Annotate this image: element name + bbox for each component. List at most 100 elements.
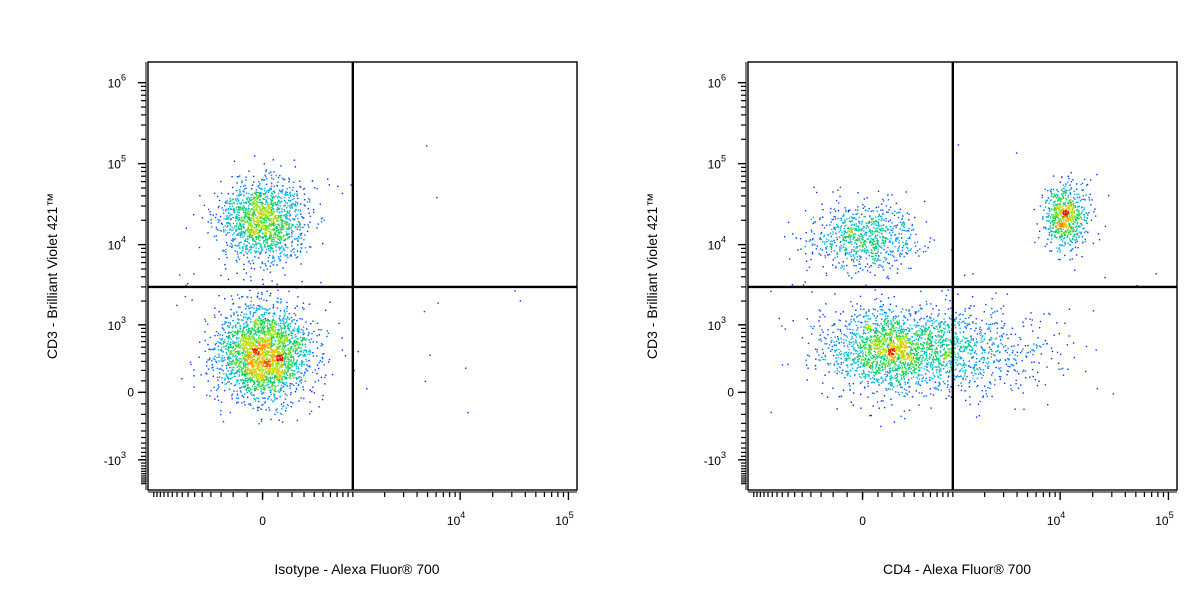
event-dot [282, 406, 283, 407]
event-dot [1085, 194, 1086, 195]
event-dot [1074, 270, 1075, 271]
event-dot [869, 266, 870, 267]
event-dot [291, 227, 292, 228]
event-dot [250, 352, 251, 353]
event-dot [811, 230, 812, 231]
event-dot [823, 353, 824, 354]
event-dot [254, 256, 255, 257]
event-dot [245, 340, 246, 341]
event-dot [261, 298, 262, 299]
event-dot [276, 209, 277, 210]
event-dot [240, 366, 241, 367]
event-dot [864, 387, 865, 388]
event-dot [241, 217, 242, 218]
event-dot [236, 360, 237, 361]
event-dot [244, 234, 245, 235]
event-dot [831, 236, 832, 237]
event-dot [284, 359, 285, 360]
event-dot [900, 209, 901, 210]
event-dot [227, 200, 228, 201]
event-dot [280, 326, 281, 327]
event-dot [1034, 361, 1035, 362]
event-dot [289, 359, 290, 360]
event-dot [796, 237, 797, 238]
event-dot [264, 327, 265, 328]
event-dot [252, 185, 253, 186]
event-dot [297, 372, 298, 373]
event-dot [221, 207, 222, 208]
event-dot [251, 268, 252, 269]
event-dot [937, 315, 938, 316]
event-dot [789, 258, 790, 259]
event-dot [307, 335, 308, 336]
event-dot [282, 387, 283, 388]
event-dot [253, 408, 254, 409]
event-dot [258, 348, 259, 349]
event-dot [860, 268, 861, 269]
event-dot [931, 313, 932, 314]
event-dot [239, 350, 240, 351]
event-dot [1008, 371, 1009, 372]
event-dot [286, 311, 287, 312]
event-dot [247, 367, 248, 368]
event-dot [244, 359, 245, 360]
event-dot [306, 328, 307, 329]
event-dot [318, 223, 319, 224]
event-dot [219, 338, 220, 339]
event-dot [256, 243, 257, 244]
event-dot [223, 343, 224, 344]
event-dot [280, 201, 281, 202]
event-dot [224, 359, 225, 360]
event-dot [303, 239, 304, 240]
event-dot [896, 306, 897, 307]
event-dot [231, 230, 232, 231]
event-dot [254, 356, 255, 357]
event-dot [851, 316, 852, 317]
event-dot [257, 220, 258, 221]
event-dot [866, 197, 867, 198]
event-dot [272, 385, 273, 386]
event-dot [1022, 360, 1023, 361]
event-dot [243, 269, 244, 270]
event-dot [238, 337, 239, 338]
events-layer [176, 145, 521, 424]
event-dot [268, 387, 269, 388]
event-dot [785, 328, 786, 329]
event-dot [1068, 176, 1069, 177]
event-dot [244, 218, 245, 219]
event-dot [259, 194, 260, 195]
event-dot [246, 314, 247, 315]
event-dot [240, 186, 241, 187]
event-dot [293, 342, 294, 343]
event-dot [268, 335, 269, 336]
event-dot [983, 362, 984, 363]
event-dot [248, 308, 249, 309]
event-dot [223, 346, 224, 347]
event-dot [262, 404, 263, 405]
event-dot [300, 263, 301, 264]
event-dot [233, 354, 234, 355]
event-dot [1083, 189, 1084, 190]
event-dot [243, 244, 244, 245]
event-dot [299, 331, 300, 332]
event-dot [838, 210, 839, 211]
event-dot [263, 219, 264, 220]
event-dot [255, 369, 256, 370]
event-dot [243, 227, 244, 228]
event-dot [227, 226, 228, 227]
event-dot [265, 170, 266, 171]
event-dot [1051, 189, 1052, 190]
event-dot [323, 353, 324, 354]
event-dot [239, 298, 240, 299]
event-dot [935, 381, 936, 382]
event-dot [965, 400, 966, 401]
event-dot [222, 351, 223, 352]
event-dot [267, 268, 268, 269]
event-dot [238, 233, 239, 234]
event-dot [255, 330, 256, 331]
event-dot [1025, 345, 1026, 346]
event-dot [313, 355, 314, 356]
event-dot [279, 191, 280, 192]
event-dot [262, 179, 263, 180]
event-dot [997, 310, 998, 311]
